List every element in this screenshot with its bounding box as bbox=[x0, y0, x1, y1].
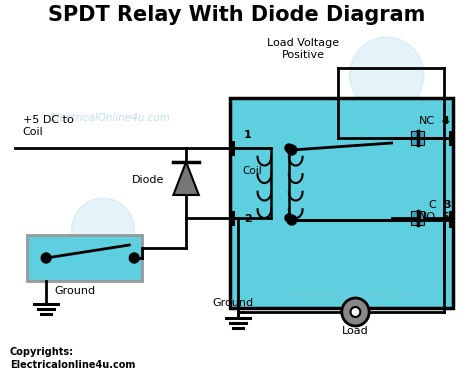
Circle shape bbox=[287, 215, 297, 225]
Circle shape bbox=[285, 214, 293, 222]
Text: NC: NC bbox=[419, 116, 435, 126]
Text: 2: 2 bbox=[244, 214, 252, 224]
Text: Diode: Diode bbox=[132, 175, 164, 185]
Text: C: C bbox=[429, 200, 437, 210]
Circle shape bbox=[287, 145, 297, 155]
Text: SPDT Relay With Diode Diagram: SPDT Relay With Diode Diagram bbox=[48, 5, 426, 25]
Polygon shape bbox=[173, 162, 199, 195]
Text: Ground: Ground bbox=[212, 298, 254, 308]
Text: 4: 4 bbox=[442, 116, 449, 126]
Circle shape bbox=[72, 198, 134, 262]
Text: Load: Load bbox=[342, 326, 369, 336]
Circle shape bbox=[349, 37, 424, 113]
Circle shape bbox=[342, 298, 369, 326]
Bar bbox=[411, 131, 424, 145]
Text: Ground: Ground bbox=[54, 286, 95, 296]
Text: 5: 5 bbox=[442, 212, 449, 222]
Text: 3: 3 bbox=[444, 200, 451, 210]
Text: Load Voltage
Positive: Load Voltage Positive bbox=[267, 38, 340, 60]
Text: ElectricalOnline4u.com: ElectricalOnline4u.com bbox=[51, 113, 171, 123]
Text: NO: NO bbox=[419, 212, 436, 222]
Circle shape bbox=[351, 307, 360, 317]
Circle shape bbox=[129, 253, 139, 263]
Circle shape bbox=[285, 144, 293, 152]
Text: 1: 1 bbox=[244, 130, 252, 140]
Text: Copyrights:
Electricalonline4u.com: Copyrights: Electricalonline4u.com bbox=[10, 347, 135, 370]
Text: +5 DC to
Coil: +5 DC to Coil bbox=[23, 114, 73, 137]
Bar bbox=[230, 98, 453, 308]
Text: Coil: Coil bbox=[243, 166, 263, 176]
Circle shape bbox=[41, 253, 51, 263]
Circle shape bbox=[397, 210, 436, 250]
Text: ElectricalOnline4u.com: ElectricalOnline4u.com bbox=[292, 290, 412, 300]
Bar bbox=[411, 211, 424, 225]
Bar bbox=[27, 235, 142, 281]
